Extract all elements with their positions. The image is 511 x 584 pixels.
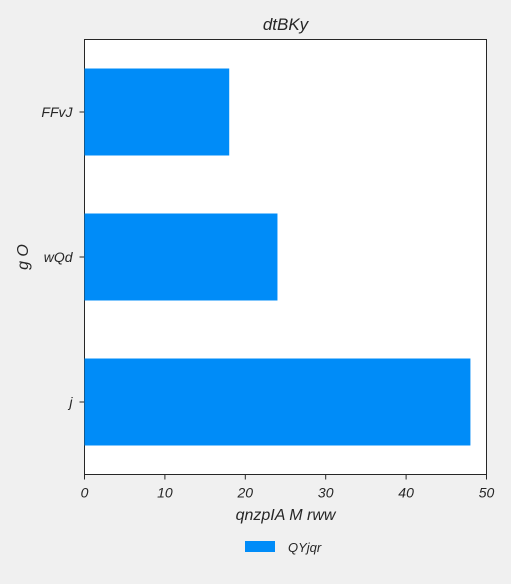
- x-tick-labels: 0 10 20 30 40 50: [81, 474, 495, 501]
- bars-group: [84, 68, 471, 446]
- y-tick-label: wQd: [44, 249, 74, 265]
- x-tick-label: 40: [398, 485, 414, 501]
- x-tick-label: 20: [237, 485, 254, 501]
- x-axis-label: qnzpIA M rww: [236, 507, 337, 524]
- legend-label: QYjqr: [288, 540, 322, 555]
- y-axis-label: g O: [15, 244, 32, 270]
- y-tick-label: j: [67, 394, 73, 410]
- x-tick-label: 10: [157, 485, 173, 501]
- chart-title: dtBKy: [263, 15, 310, 34]
- x-tick-label: 0: [81, 485, 89, 501]
- x-tick-label: 50: [479, 485, 495, 501]
- y-tick-labels: FFvJ wQd j: [41, 104, 85, 410]
- legend: QYjqr: [245, 540, 322, 555]
- legend-swatch: [245, 541, 275, 552]
- x-tick-label: 30: [318, 485, 334, 501]
- y-tick-label: FFvJ: [41, 104, 73, 120]
- bar-FFvJ: [84, 68, 230, 156]
- bar-j: [84, 358, 471, 446]
- bar-wQd: [84, 213, 278, 301]
